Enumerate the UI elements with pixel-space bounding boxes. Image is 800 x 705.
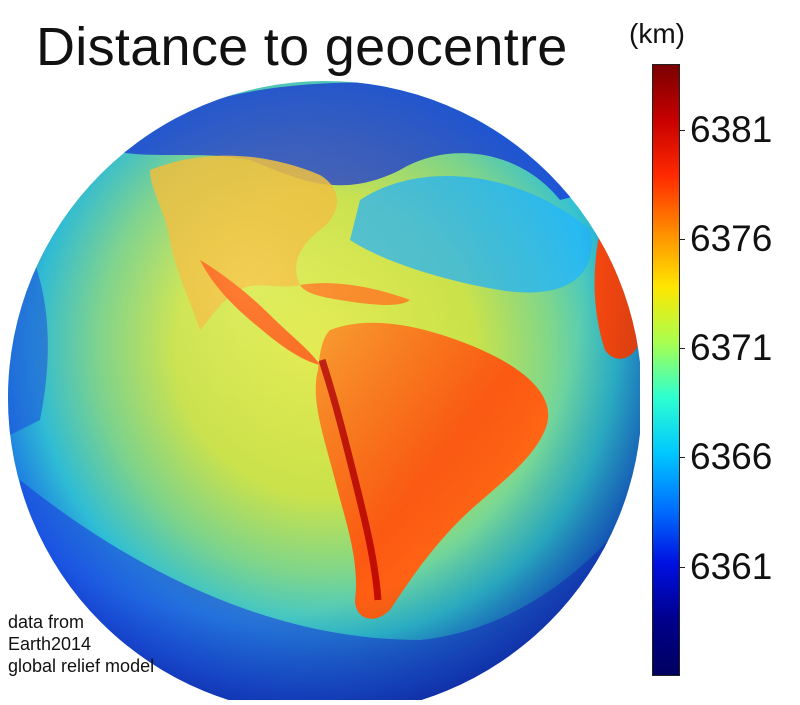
- colorbar-tick-mark: [679, 566, 685, 568]
- colorbar-tick-label: 6371: [690, 327, 773, 369]
- colorbar-tick-label: 6366: [690, 436, 773, 478]
- colorbar-unit: (km): [629, 18, 685, 49]
- colorbar-tick-mark: [679, 238, 685, 240]
- map-title: Distance to geocentre: [36, 17, 568, 77]
- globe-svg: [8, 81, 642, 705]
- globe-shading: [8, 81, 642, 705]
- colorbar-tick-label: 6381: [690, 108, 773, 150]
- colorbar-tick-label: 6376: [690, 217, 773, 259]
- colorbar-tick-mark: [679, 129, 685, 131]
- colorbar-tick-mark: [679, 457, 685, 459]
- credit-line-1: data from: [8, 612, 85, 632]
- data-credit: data from Earth2014 global relief model: [8, 611, 154, 677]
- colorbar-tick-mark: [679, 348, 685, 350]
- credit-line-3: global relief model: [8, 656, 155, 676]
- colorbar-tick-label: 6361: [690, 545, 773, 587]
- colorbar: [652, 64, 680, 676]
- globe: [8, 81, 642, 705]
- credit-line-2: Earth2014: [8, 634, 92, 654]
